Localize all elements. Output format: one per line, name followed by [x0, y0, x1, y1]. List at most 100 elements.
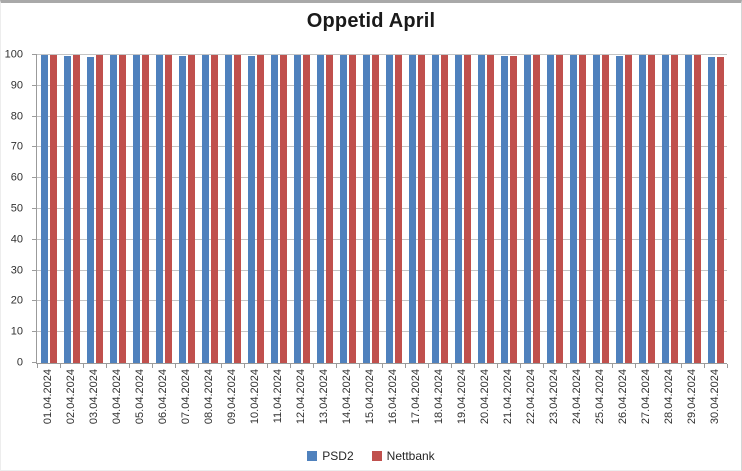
y-tick [32, 115, 36, 117]
bar-psd2 [477, 55, 485, 363]
x-tick [244, 364, 245, 368]
x-tick [428, 364, 429, 368]
legend: PSD2 Nettbank [1, 449, 741, 463]
y-tick [32, 269, 36, 271]
bar-group [635, 55, 658, 363]
x-tick-label: 11.04.2024 [272, 369, 284, 424]
bar-group [267, 55, 290, 363]
x-tick [681, 364, 682, 368]
bar-psd2 [707, 57, 715, 363]
x-tick-label: 06.04.2024 [157, 369, 169, 425]
x-tick [658, 364, 659, 368]
x-tick-label: 24.04.2024 [571, 369, 583, 425]
bar-psd2 [454, 55, 462, 363]
x-tick-label: 12.04.2024 [295, 369, 307, 425]
x-tick-label: 19.04.2024 [456, 369, 468, 425]
bar-nettbank [187, 55, 195, 363]
x-tick-label: 16.04.2024 [387, 369, 399, 425]
x-tick-label: 05.04.2024 [134, 369, 146, 425]
legend-swatch-nettbank [371, 451, 382, 461]
gridline [37, 146, 727, 148]
bar-nettbank [233, 55, 241, 363]
bar-group [566, 55, 589, 363]
x-tick [727, 364, 728, 368]
bar-nettbank [716, 56, 724, 363]
gridline [37, 208, 727, 209]
y-tick-label: 10 [10, 325, 23, 338]
x-label-cell: 21.04.2024 [497, 369, 520, 443]
x-tick [37, 364, 38, 368]
x-label-cell: 26.04.2024 [612, 369, 635, 443]
bar-group [290, 55, 313, 363]
plot-area [32, 54, 728, 368]
bar-psd2 [592, 55, 600, 363]
bar-group [543, 55, 566, 363]
x-tick-label: 27.04.2024 [640, 369, 652, 425]
bar-psd2 [684, 55, 692, 363]
bar-group [497, 55, 520, 363]
gridline [37, 300, 727, 302]
bar-nettbank [624, 55, 632, 363]
y-axis-line [36, 54, 37, 364]
bar-psd2 [247, 55, 255, 363]
x-tick [704, 364, 705, 368]
x-label-cell: 09.04.2024 [221, 369, 244, 443]
bar-psd2 [224, 55, 232, 363]
x-label-cell: 25.04.2024 [589, 369, 612, 443]
x-label-cell: 18.04.2024 [428, 369, 451, 443]
bar-psd2 [615, 56, 623, 363]
gridline [37, 331, 727, 333]
x-label-cell: 19.04.2024 [451, 369, 474, 443]
gridline [37, 238, 727, 240]
bar-psd2 [339, 55, 347, 363]
x-label-cell: 22.04.2024 [520, 369, 543, 443]
x-axis-line [36, 363, 727, 364]
bar-nettbank [371, 55, 379, 363]
bar-group [60, 55, 83, 363]
x-axis-labels: 01.04.2024 02.04.2024 03.04.2024 04.04.2024… [37, 369, 727, 443]
x-tick-label: 26.04.2024 [617, 369, 629, 425]
gridline [37, 115, 727, 117]
bar-psd2 [638, 55, 646, 363]
x-tick [543, 364, 544, 368]
x-tick [451, 364, 452, 368]
y-tick [32, 300, 36, 302]
x-label-cell: 14.04.2024 [336, 369, 359, 443]
x-tick [129, 364, 130, 368]
x-tick-label: 30.04.2024 [709, 369, 721, 425]
x-label-cell: 17.04.2024 [405, 369, 428, 443]
bar-psd2 [569, 55, 577, 363]
bar-psd2 [385, 55, 393, 363]
y-tick-label: 20 [10, 294, 23, 307]
x-tick [336, 364, 337, 368]
x-label-cell: 13.04.2024 [313, 369, 336, 443]
bar-group [175, 55, 198, 363]
y-tick [32, 238, 36, 240]
bar-group [83, 55, 106, 363]
bar-group [359, 55, 382, 363]
bar-group [704, 55, 727, 363]
x-tick [221, 364, 222, 368]
x-label-cell: 03.04.2024 [83, 369, 106, 443]
y-tick [32, 331, 36, 333]
bar-nettbank [509, 55, 517, 363]
bar-psd2 [40, 55, 48, 363]
bar-nettbank [141, 55, 149, 363]
y-tick [32, 177, 36, 179]
x-tick-label: 02.04.2024 [65, 369, 77, 425]
x-tick [175, 364, 176, 368]
x-label-cell: 02.04.2024 [60, 369, 83, 443]
bar-psd2 [546, 55, 554, 363]
bar-nettbank [210, 55, 218, 363]
bar-group [106, 55, 129, 363]
x-tick-label: 09.04.2024 [226, 369, 238, 425]
bars-container [37, 55, 727, 363]
bar-group [451, 55, 474, 363]
bar-psd2 [132, 55, 140, 363]
x-tick-label: 03.04.2024 [88, 369, 100, 425]
bar-nettbank [348, 55, 356, 363]
x-tick-label: 20.04.2024 [479, 369, 491, 425]
bar-nettbank [302, 55, 310, 363]
bar-psd2 [431, 55, 439, 363]
bar-nettbank [72, 55, 80, 363]
